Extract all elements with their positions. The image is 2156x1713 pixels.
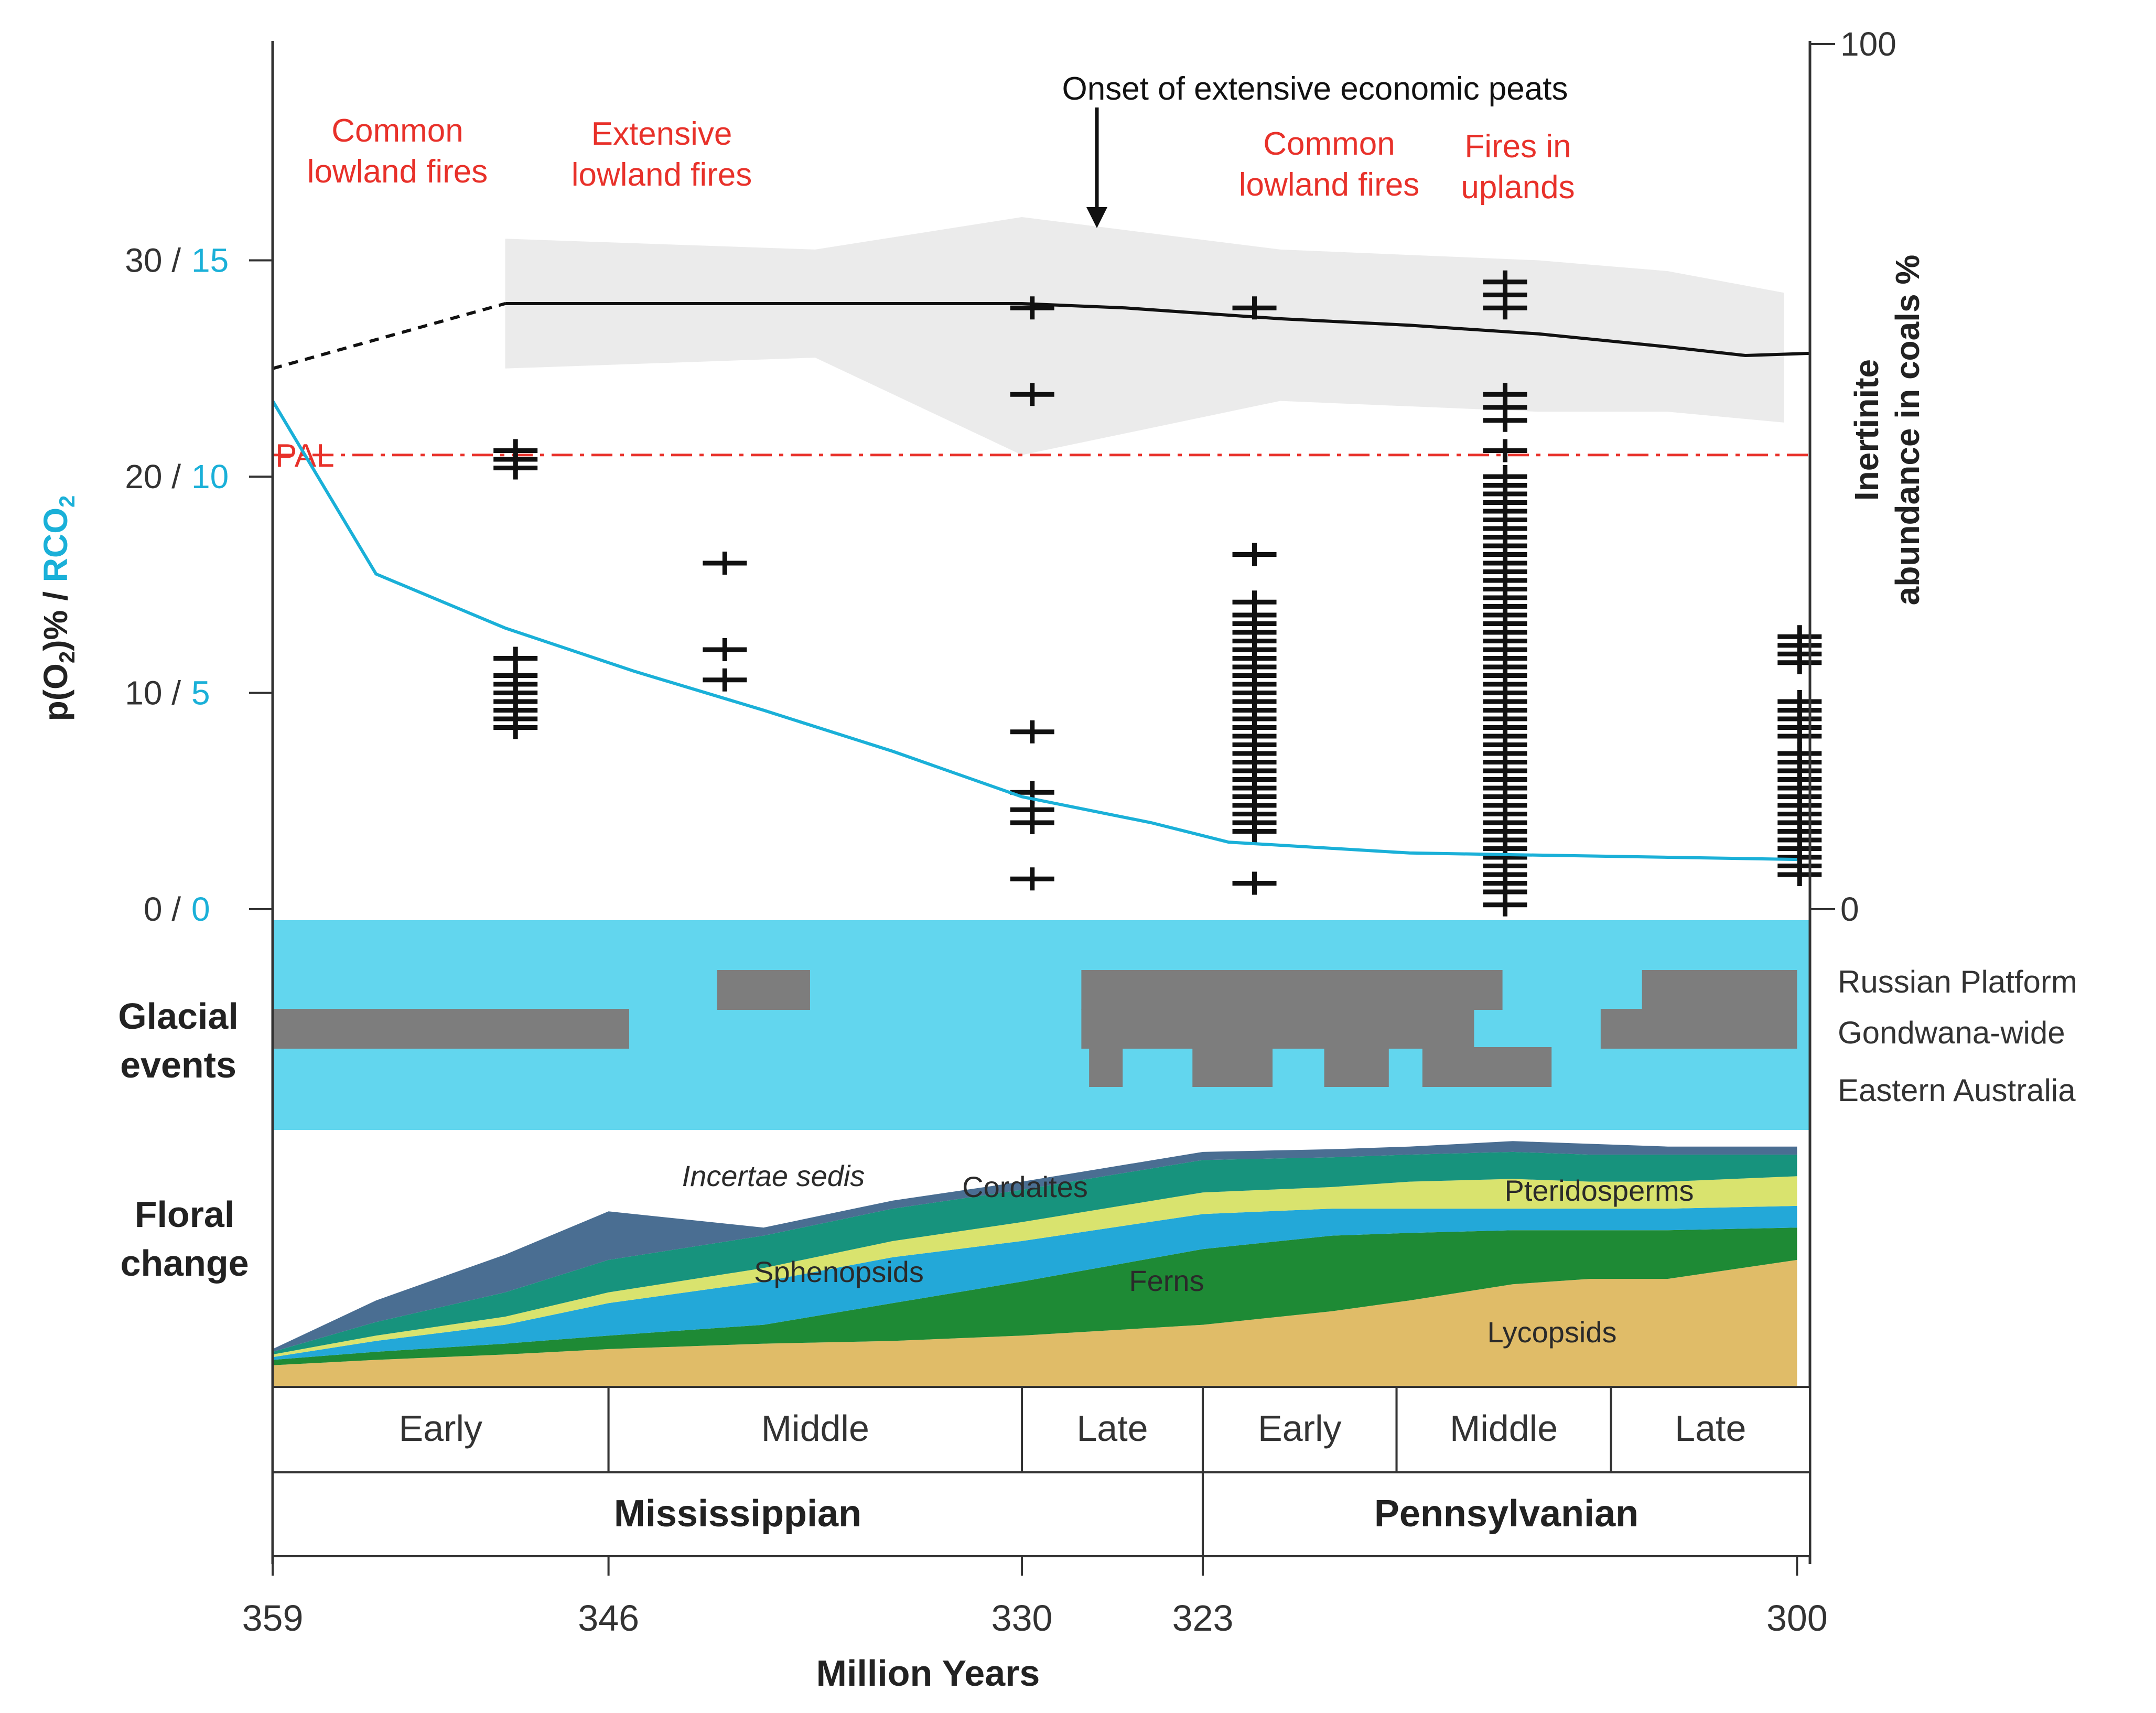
o2-uncertainty-band bbox=[505, 217, 1784, 455]
co2-curve-layer bbox=[271, 400, 1797, 861]
left-tick-label-o2-1: 10 / bbox=[125, 674, 181, 712]
glacial-events-panel bbox=[273, 920, 1810, 1130]
glacial-row-label-eastern-australia: Eastern Australia bbox=[1838, 1073, 2076, 1108]
glacial-row-label-russian-platform: Russian Platform bbox=[1838, 964, 2077, 999]
glacial-bar-3 bbox=[273, 1009, 630, 1049]
annotation-common-lowland-fires-1: Common lowland fires bbox=[307, 113, 488, 190]
o2-curve-solid bbox=[505, 302, 1810, 358]
left-tick-label-o2-2: 20 / bbox=[125, 458, 181, 495]
x-tick-label-2: 330 bbox=[991, 1598, 1053, 1639]
floral-label-cordaites: Cordaites bbox=[962, 1170, 1088, 1203]
x-tick-label-4: 300 bbox=[1766, 1598, 1828, 1639]
epoch-label-1: Middle bbox=[761, 1408, 869, 1449]
o2-curve-dashed bbox=[272, 302, 506, 370]
left-tick-label-o2-3: 30 / bbox=[125, 242, 181, 279]
axes-frame bbox=[271, 41, 1835, 1564]
floral-area-incertae-sedis bbox=[273, 1141, 1797, 1352]
floral-label-incertae-sedis: Incertae sedis bbox=[682, 1159, 865, 1192]
glacial-row-label-gondwana-wide: Gondwana-wide bbox=[1838, 1015, 2065, 1050]
o2-curve-layer bbox=[272, 302, 1810, 370]
inertinite-layer bbox=[493, 270, 1822, 917]
floral-label-lycopsids: Lycopsids bbox=[1487, 1316, 1617, 1349]
epoch-label-0: Early bbox=[399, 1408, 482, 1449]
floral-area-ferns bbox=[273, 1227, 1797, 1365]
glacial-bar-4 bbox=[1081, 1009, 1474, 1049]
floral-change-title: Floral change bbox=[120, 1194, 249, 1284]
co2-curve bbox=[271, 400, 1797, 861]
right-axis-label-line2: abundance in coals % bbox=[1889, 255, 1926, 606]
o2-uncertainty-band-layer bbox=[505, 217, 1784, 455]
x-tick-label-1: 346 bbox=[578, 1598, 639, 1639]
period-label-0: Mississippian bbox=[614, 1493, 861, 1535]
epoch-cell-4 bbox=[1395, 1386, 1612, 1473]
floral-area-lycopsids bbox=[273, 1259, 1797, 1387]
epoch-cell-3 bbox=[1201, 1386, 1398, 1473]
annotation-extensive-lowland-fires: Extensive lowland fires bbox=[572, 116, 752, 193]
left-tick-label-co2-3: 15 bbox=[191, 242, 229, 279]
epoch-cell-1 bbox=[607, 1386, 1023, 1473]
period-cell-1 bbox=[1201, 1471, 1811, 1557]
annotations: Common lowland fires Extensive lowland fir… bbox=[307, 71, 1575, 228]
floral-change-panel: Lycopsids Ferns Sphenopsids Pteridosperms Co… bbox=[273, 1141, 1797, 1387]
left-axis-label-o2: p(O bbox=[37, 663, 74, 721]
x-tick-label-3: 323 bbox=[1172, 1598, 1234, 1639]
left-axis-label-mid: )% / bbox=[37, 582, 74, 651]
glacial-bar-6 bbox=[1089, 1047, 1123, 1087]
epoch-label-4: Middle bbox=[1450, 1408, 1558, 1449]
left-axis-label-co2: RCO bbox=[37, 508, 74, 582]
left-tick-label-o2-0: 0 / bbox=[144, 890, 181, 928]
peats-arrow-head bbox=[1086, 207, 1107, 228]
glacial-bar-8 bbox=[1324, 1047, 1389, 1087]
glacial-bar-0 bbox=[717, 970, 810, 1010]
left-tick-label-co2-0: 0 bbox=[191, 890, 210, 928]
glacial-bar-5 bbox=[1600, 1009, 1797, 1049]
left-axis-label: p(O2)% / RCO2 bbox=[37, 495, 79, 721]
period-cell-0 bbox=[272, 1471, 1204, 1557]
epoch-label-5: Late bbox=[1675, 1408, 1746, 1449]
floral-label-pteridosperms: Pteridosperms bbox=[1504, 1174, 1694, 1207]
period-label-1: Pennsylvanian bbox=[1374, 1493, 1638, 1535]
x-tick-label-0: 359 bbox=[242, 1598, 304, 1639]
floral-area-cordaites bbox=[273, 1151, 1797, 1355]
geologic-timescale: Early Middle Late Early Middle Late Mississipp… bbox=[242, 1386, 1828, 1639]
glacial-bar-7 bbox=[1192, 1047, 1273, 1087]
floral-label-ferns: Ferns bbox=[1129, 1264, 1204, 1297]
right-axis-label-line1: Inertinite bbox=[1848, 359, 1885, 501]
glacial-bar-1 bbox=[1081, 970, 1503, 1010]
annotation-fires-in-uplands: Fires in uplands bbox=[1461, 128, 1575, 206]
glacial-bar-2 bbox=[1642, 970, 1797, 1010]
left-axis-label-o2-sub: 2 bbox=[55, 651, 79, 663]
right-tick-label-1: 100 bbox=[1840, 25, 1896, 63]
left-axis-label-co2-sub: 2 bbox=[55, 495, 79, 508]
epoch-cell-0 bbox=[272, 1386, 610, 1473]
x-axis-title: Million Years bbox=[816, 1653, 1040, 1694]
annotation-common-lowland-fires-2: Common lowland fires bbox=[1239, 126, 1420, 203]
axis-ticks: 0 / 0 10 / 5 20 / 10 30 / 15 0 100 bbox=[125, 25, 1896, 928]
epoch-label-3: Early bbox=[1258, 1408, 1341, 1449]
floral-area-sphenopsids bbox=[273, 1205, 1797, 1360]
right-tick-label-0: 0 bbox=[1840, 890, 1859, 928]
glacial-events-title: Glacial events bbox=[118, 996, 239, 1085]
glacial-bar-9 bbox=[1422, 1047, 1552, 1087]
left-tick-label-co2-1: 5 bbox=[191, 674, 210, 712]
floral-area-pteridosperms bbox=[273, 1176, 1797, 1358]
left-tick-label-co2-2: 10 bbox=[191, 458, 229, 495]
annotation-onset-economic-peats: Onset of extensive economic peats bbox=[1062, 71, 1568, 107]
epoch-label-2: Late bbox=[1076, 1408, 1148, 1449]
floral-label-sphenopsids: Sphenopsids bbox=[754, 1255, 924, 1288]
epoch-cell-5 bbox=[1610, 1386, 1811, 1473]
